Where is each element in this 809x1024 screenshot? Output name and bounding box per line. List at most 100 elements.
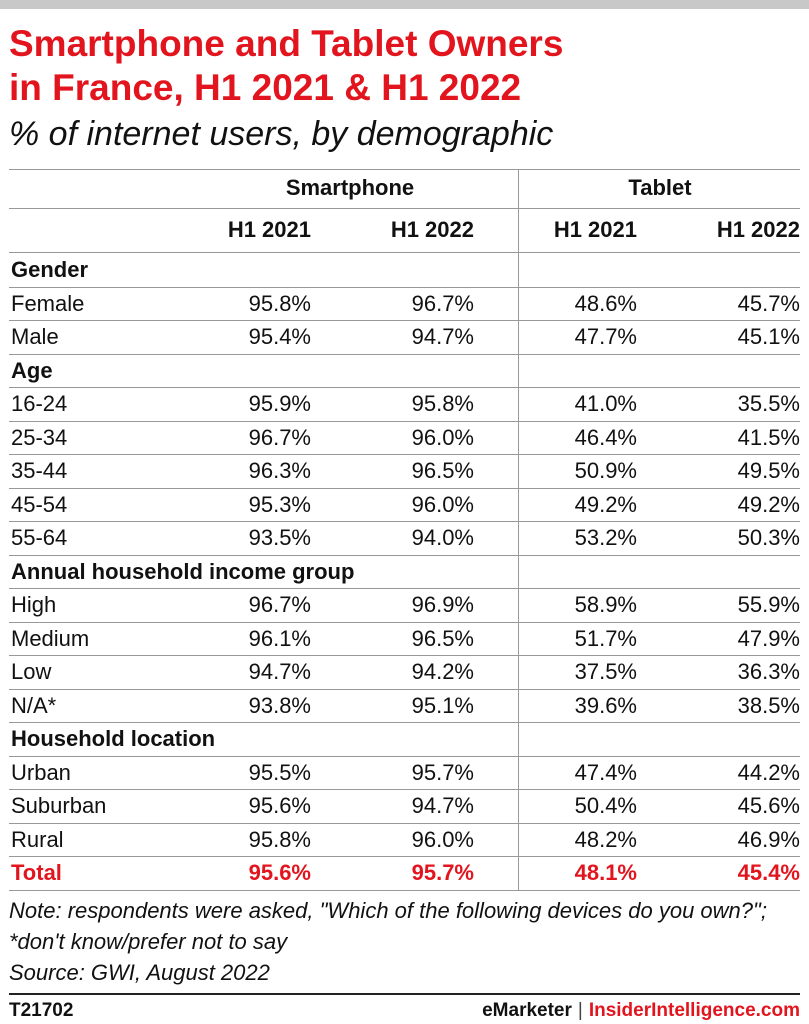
table-cell: 45.7% [737,290,800,316]
table-cell: 35.5% [737,391,800,416]
top-bar [0,0,809,9]
row-label: Urban [11,759,71,785]
table-top-rule [9,169,800,170]
table-cell: 93.8% [248,692,311,718]
footer-rule [9,993,800,995]
row-rule [9,756,800,757]
group-divider-line [518,169,519,890]
total-cell: 95.6% [248,860,311,885]
table-cell: 95.1% [411,692,474,718]
brand-insider-intelligence: InsiderIntelligence.com [588,1000,800,1021]
row-rule [9,588,800,589]
row-label: 55-64 [11,525,68,550]
table-cell: 96.7% [248,424,311,450]
table-cell: 95.3% [248,491,311,517]
table-cell: 96.5% [411,458,474,483]
row-label: Rural [11,826,64,852]
total-cell: 95.7% [411,860,474,885]
table-cell: 38.5% [737,692,800,718]
table-cell: 95.6% [248,793,311,818]
table-cell: 50.4% [574,793,637,818]
table-cell: 95.8% [411,391,474,416]
table-cell: 94.7% [411,324,474,349]
row-label: Male [11,324,59,349]
section-header: Household location [11,726,216,751]
table-cell: 51.7% [574,625,637,651]
table-cell: 96.1% [248,625,311,651]
table-cell: 47.4% [574,759,637,785]
table-cell: 96.3% [248,458,311,483]
table-cell: 95.5% [248,759,311,785]
row-rule [9,823,800,824]
row-rule [9,521,800,522]
row-label: 16-24 [11,391,68,416]
table-cell: 95.8% [248,290,311,316]
brand-emarketer: eMarketer [482,1000,572,1021]
table-cell: 94.2% [411,659,474,684]
row-rule [9,354,800,355]
table-cell: 50.9% [574,458,637,483]
brand: eMarketer | InsiderIntelligence.com [482,999,800,1023]
table-cell: 45.1% [737,324,800,349]
row-label: N/A* [11,692,57,718]
table-cell: 45.6% [737,793,800,818]
table-cell: 96.9% [411,592,474,617]
table-cell: 46.9% [737,826,800,852]
table-cell: 37.5% [574,659,637,684]
total-label: Total [11,860,62,885]
row-rule [9,287,800,288]
row-rule [9,689,800,690]
table-cell: 95.7% [411,759,474,785]
column-header: H1 2021 [227,217,311,242]
brand-separator: | [577,1000,583,1021]
table-cell: 95.8% [248,826,311,852]
table-cell: 49.2% [737,491,800,517]
table-cell: 55.9% [737,592,800,617]
row-label: Female [11,290,85,316]
table-cell: 95.9% [248,391,311,416]
row-rule [9,421,800,422]
table-cell: 48.2% [574,826,637,852]
row-label: 35-44 [11,458,68,483]
column-header: H1 2022 [716,217,800,242]
table-cell: 49.2% [574,491,637,517]
row-label: High [11,592,57,617]
table-cell: 47.9% [737,625,800,651]
table-cell: 41.5% [737,424,800,450]
row-rule [9,789,800,790]
column-header-rule [9,252,800,253]
footnote: Note: respondents were asked, "Which of … [9,898,767,985]
row-rule [9,856,800,857]
row-rule [9,555,800,556]
table-cell: 36.3% [737,659,800,684]
table-cell: 96.7% [411,290,474,316]
column-group-header: Smartphone [285,175,415,200]
section-header: Annual household income group [11,558,355,584]
column-group-header: Tablet [628,175,692,200]
row-label: Suburban [11,793,107,818]
table-cell: 94.7% [411,793,474,818]
row-label: 25-34 [11,424,68,450]
table-cell: 96.7% [248,592,311,617]
column-header: H1 2022 [390,217,474,242]
table-cell: 96.0% [411,424,474,450]
table-cell: 96.0% [411,826,474,852]
table-cell: 48.6% [574,290,637,316]
column-header: H1 2021 [553,217,637,242]
table-cell: 41.0% [574,391,637,416]
table-cell: 49.5% [737,458,800,483]
table-cell: 50.3% [737,525,800,550]
row-rule [9,655,800,656]
row-rule [9,387,800,388]
table-cell: 47.7% [574,324,637,349]
table-cell: 94.0% [411,525,474,550]
row-label: Medium [11,625,90,651]
table-cell: 96.5% [411,625,474,651]
table-cell: 53.2% [574,525,637,550]
table-cell: 46.4% [574,424,637,450]
table-cell: 95.4% [248,324,311,349]
table-bottom-rule [9,890,800,891]
row-rule [9,488,800,489]
row-rule [9,320,800,321]
table-cell: 93.5% [248,525,311,550]
